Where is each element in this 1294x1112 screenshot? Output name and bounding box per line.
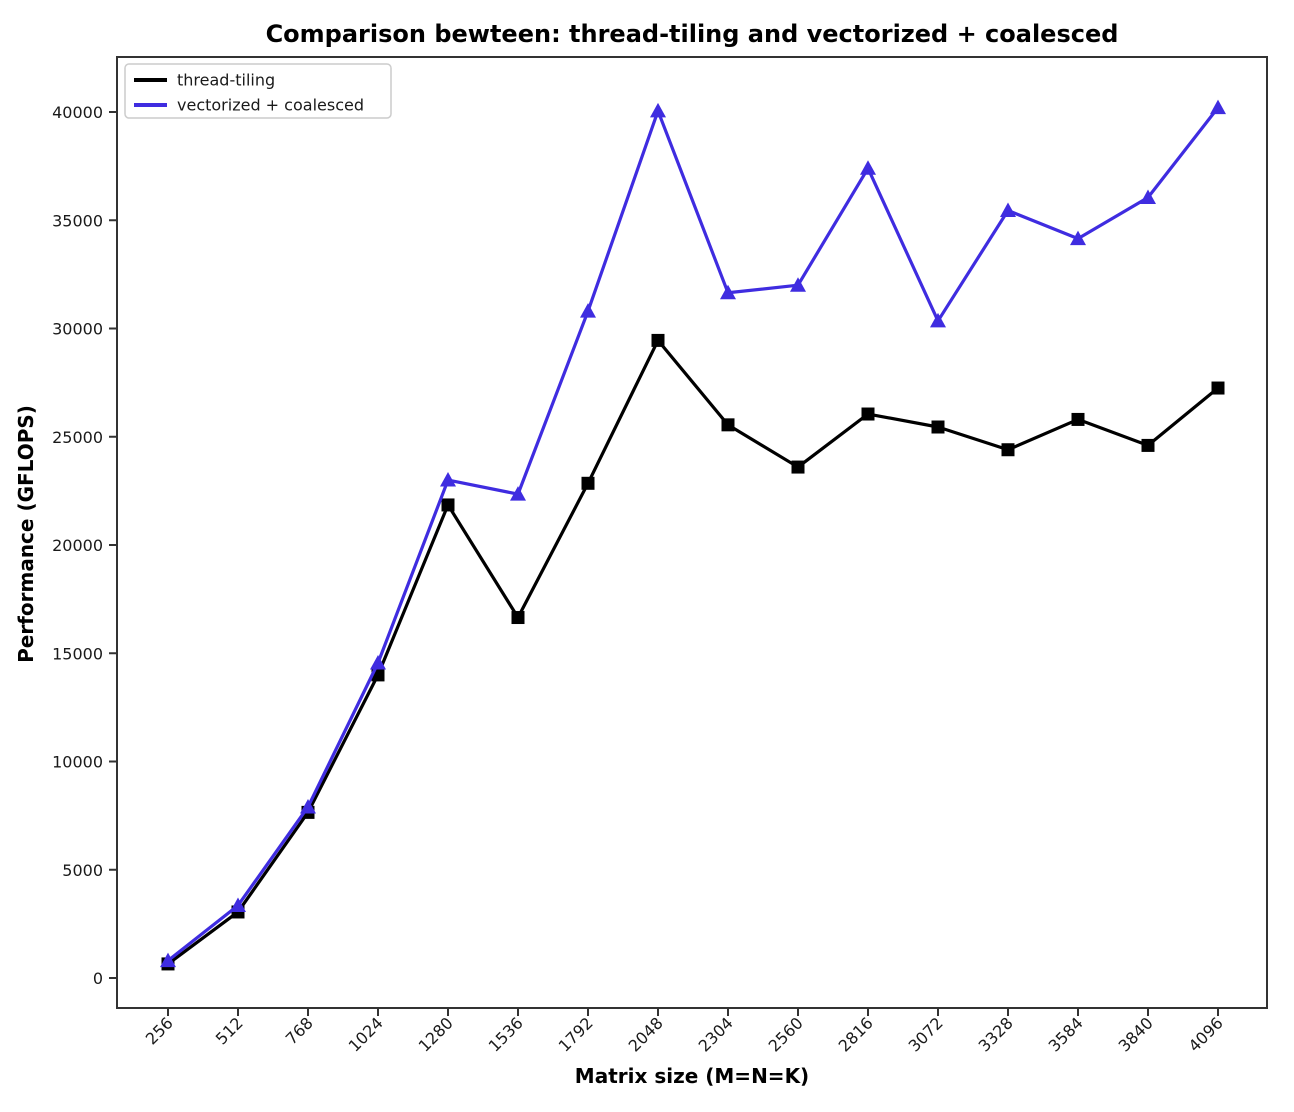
square-marker	[1211, 381, 1225, 395]
series-line	[166, 338, 1220, 966]
y-tick-label: 30000	[52, 320, 103, 339]
x-axis-label: Matrix size (M=N=K)	[574, 1064, 810, 1088]
y-tick-label: 5000	[62, 861, 103, 880]
x-tick-label: 768	[282, 1013, 317, 1048]
x-tick-label: 512	[212, 1013, 247, 1048]
chart-title: Comparison bewteen: thread-tiling and ve…	[265, 20, 1119, 48]
y-tick-label: 10000	[52, 753, 103, 772]
x-tick-label: 1536	[485, 1013, 527, 1055]
x-tick-label: 256	[142, 1013, 177, 1048]
square-marker	[931, 420, 945, 434]
y-tick-label: 25000	[52, 428, 103, 447]
legend-label: vectorized + coalesced	[177, 96, 364, 115]
x-tick-label: 3072	[905, 1013, 947, 1055]
triangle-marker	[300, 798, 316, 814]
triangle-marker	[370, 654, 386, 670]
x-tick-label: 2304	[695, 1013, 737, 1055]
y-tick-label: 15000	[52, 644, 103, 663]
x-tick-label: 2560	[765, 1013, 807, 1055]
y-tick-label: 0	[93, 969, 103, 988]
series-vectorized-coalesced	[160, 99, 1226, 968]
x-axis: 256 512 768 1024 1280 1536 1792 2048 2304 2560 281…	[142, 1008, 1227, 1056]
triangle-marker	[160, 952, 176, 968]
x-tick-label: 2816	[835, 1013, 877, 1055]
axes-box	[116, 56, 1268, 1009]
square-marker	[651, 333, 665, 347]
triangle-marker	[720, 284, 736, 300]
x-tick-label: 3584	[1045, 1013, 1087, 1055]
triangle-marker	[510, 486, 526, 501]
triangle-marker	[1000, 202, 1016, 218]
series-line	[166, 106, 1220, 963]
legend: thread-tiling vectorized + coalesced	[124, 63, 392, 119]
triangle-marker	[650, 102, 666, 118]
y-tick-label: 40000	[52, 103, 103, 122]
triangle-marker	[1140, 189, 1156, 205]
triangle-marker	[860, 160, 876, 175]
square-marker	[441, 498, 455, 512]
x-tick-label: 2048	[625, 1013, 667, 1055]
square-marker	[721, 418, 735, 432]
legend-box	[124, 63, 392, 119]
triangle-marker	[230, 897, 246, 912]
triangle-marker	[1210, 99, 1226, 115]
triangle-marker	[1070, 230, 1086, 246]
square-marker	[581, 476, 595, 490]
square-marker	[1141, 438, 1155, 452]
x-tick-label: 1280	[415, 1013, 457, 1055]
x-tick-label: 1792	[555, 1013, 597, 1055]
y-tick-label: 35000	[52, 211, 103, 230]
triangle-marker	[580, 303, 596, 318]
square-marker	[791, 460, 805, 474]
square-marker	[1071, 412, 1085, 426]
square-marker	[511, 611, 525, 625]
x-tick-label: 4096	[1185, 1013, 1227, 1055]
triangle-marker	[790, 277, 806, 292]
y-axis: 0 5000 10000 15000 20000 25000 30000 35000 40000	[52, 103, 117, 988]
triangle-marker	[930, 312, 946, 328]
triangle-marker	[440, 472, 456, 487]
square-marker	[1001, 443, 1015, 457]
x-tick-label: 3328	[975, 1013, 1017, 1055]
legend-label: thread-tiling	[177, 71, 275, 90]
x-tick-label: 1024	[345, 1013, 387, 1055]
y-tick-label: 20000	[52, 536, 103, 555]
x-tick-label: 3840	[1115, 1013, 1157, 1055]
series-thread-tiling	[161, 333, 1225, 971]
square-marker	[861, 407, 875, 421]
